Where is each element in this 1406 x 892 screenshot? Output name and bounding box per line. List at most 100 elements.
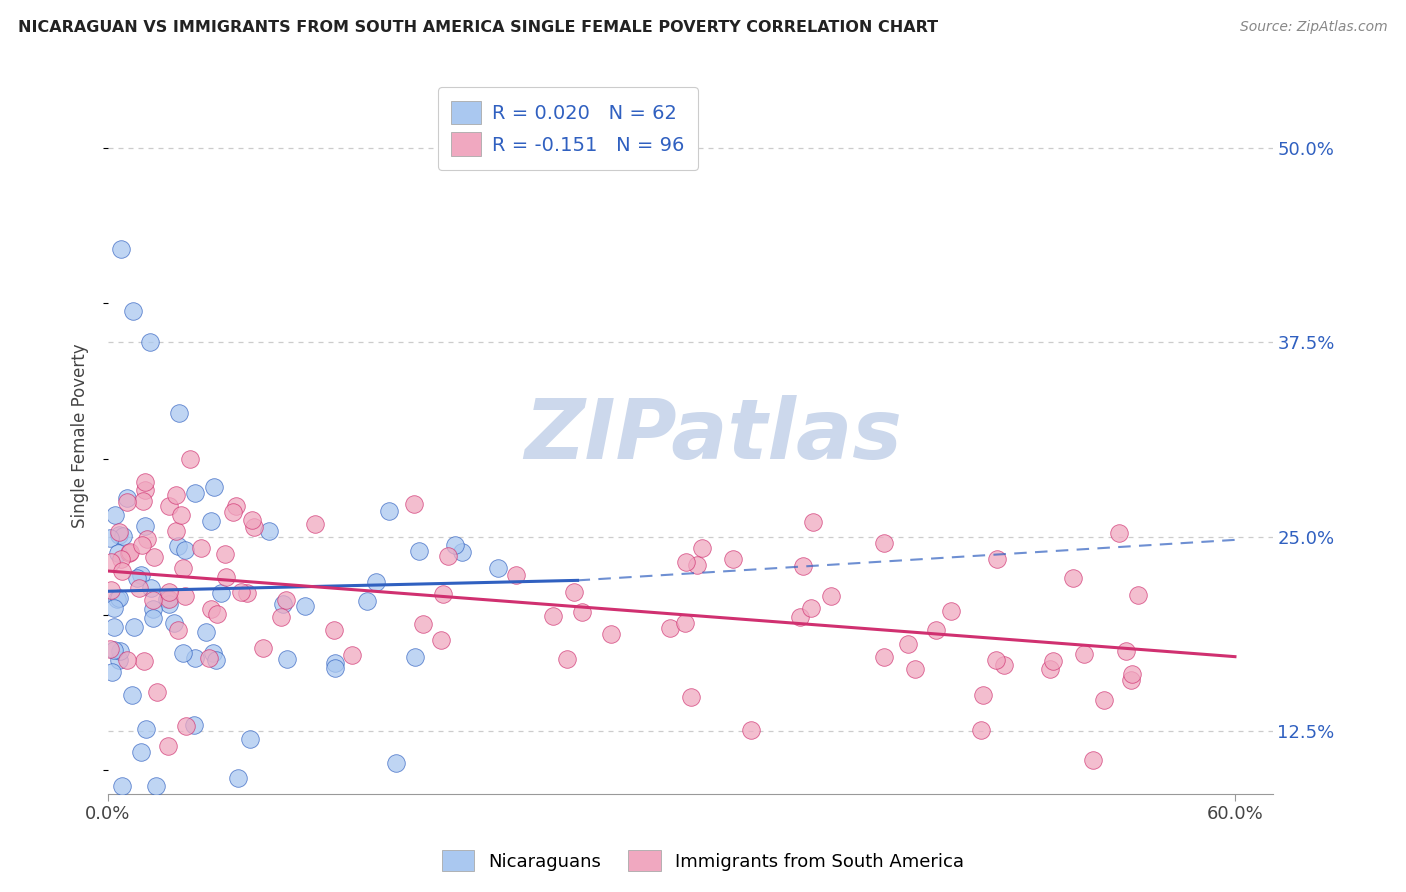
Point [134, 518, 156, 533]
Point [239, 732, 262, 747]
Point [541, 609, 564, 624]
Point [166, 540, 188, 554]
Point [134, 483, 156, 497]
Point [897, 637, 920, 651]
Point [117, 491, 139, 505]
Point [259, 524, 281, 538]
Point [108, 527, 131, 541]
Point [157, 584, 180, 599]
Text: ZIPatlas: ZIPatlas [524, 395, 903, 476]
Point [108, 653, 131, 667]
Point [304, 516, 326, 531]
Point [214, 547, 236, 561]
Point [366, 574, 388, 589]
Point [972, 688, 994, 702]
Point [658, 621, 681, 635]
Point [169, 406, 191, 420]
Point [139, 335, 162, 350]
Point [129, 745, 152, 759]
Point [486, 561, 509, 575]
Y-axis label: Single Female Poverty: Single Female Poverty [72, 343, 89, 528]
Point [179, 451, 201, 466]
Point [165, 524, 187, 539]
Point [174, 718, 197, 732]
Point [103, 642, 125, 657]
Point [1128, 588, 1150, 602]
Point [110, 779, 132, 793]
Point [789, 610, 811, 624]
Point [135, 533, 157, 547]
Point [134, 654, 156, 668]
Point [873, 535, 896, 549]
Point [679, 690, 702, 704]
Point [132, 494, 155, 508]
Point [430, 632, 453, 647]
Point [174, 542, 197, 557]
Point [673, 615, 696, 630]
Point [183, 718, 205, 732]
Point [294, 599, 316, 614]
Point [108, 644, 131, 658]
Point [131, 567, 153, 582]
Point [873, 649, 896, 664]
Point [404, 497, 426, 511]
Point [721, 551, 744, 566]
Point [340, 648, 363, 662]
Point [792, 559, 814, 574]
Point [174, 589, 197, 603]
Point [200, 514, 222, 528]
Point [121, 304, 143, 318]
Point [170, 508, 193, 523]
Point [118, 544, 141, 558]
Point [986, 551, 1008, 566]
Point [273, 597, 295, 611]
Point [356, 594, 378, 608]
Point [571, 605, 593, 619]
Point [740, 723, 762, 738]
Point [412, 616, 434, 631]
Point [276, 652, 298, 666]
Point [205, 607, 228, 622]
Point [675, 555, 697, 569]
Point [209, 586, 232, 600]
Point [820, 590, 842, 604]
Point [100, 582, 122, 597]
Point [432, 587, 454, 601]
Point [111, 528, 134, 542]
Point [163, 615, 186, 630]
Point [562, 584, 585, 599]
Point [1121, 673, 1143, 688]
Point [139, 581, 162, 595]
Point [202, 480, 225, 494]
Legend: Nicaraguans, Immigrants from South America: Nicaraguans, Immigrants from South Ameri… [434, 843, 972, 879]
Point [183, 485, 205, 500]
Point [904, 662, 927, 676]
Point [98, 642, 121, 657]
Point [1062, 571, 1084, 585]
Point [117, 545, 139, 559]
Point [202, 647, 225, 661]
Point [100, 555, 122, 569]
Point [1039, 662, 1062, 676]
Point [157, 592, 180, 607]
Point [229, 584, 252, 599]
Point [404, 650, 426, 665]
Point [198, 651, 221, 665]
Point [166, 623, 188, 637]
Point [157, 499, 180, 513]
Point [505, 567, 527, 582]
Point [690, 541, 713, 555]
Point [801, 515, 824, 529]
Point [108, 524, 131, 539]
Point [157, 597, 180, 611]
Point [221, 505, 243, 519]
Point [190, 541, 212, 555]
Point [107, 592, 129, 607]
Point [98, 531, 121, 545]
Point [800, 600, 823, 615]
Point [134, 475, 156, 490]
Point [1121, 666, 1143, 681]
Point [686, 558, 709, 573]
Point [110, 551, 132, 566]
Point [276, 593, 298, 607]
